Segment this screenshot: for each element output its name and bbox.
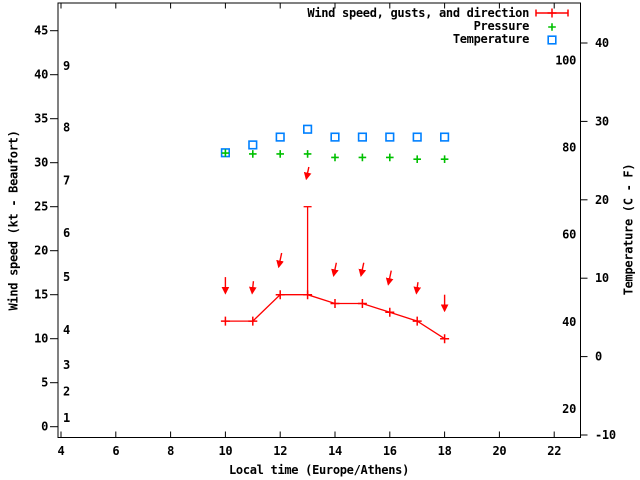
x-tick-label-4: 4	[58, 444, 65, 458]
temperature-point-16	[385, 132, 395, 142]
wind-direction-arrow-16	[385, 270, 394, 286]
pressure-point-12	[276, 150, 284, 158]
legend-glyph-temperature	[547, 35, 557, 45]
y-label-beaufort-8: 8	[63, 121, 70, 135]
temperature-point-13	[302, 124, 313, 134]
legend-label-pressure: Pressure	[473, 19, 530, 33]
x-tick-label-8: 8	[167, 444, 174, 458]
pressure-point-10	[221, 149, 230, 157]
y-tick-label-kt-0: 0	[41, 420, 48, 434]
wind-point-12	[275, 290, 285, 300]
y-label-beaufort-3: 3	[63, 358, 70, 372]
legend-label-temperature: Temperature	[452, 32, 529, 46]
pressure-point-11	[249, 150, 257, 158]
temperature-point-11	[248, 140, 258, 150]
x-tick-label-6: 6	[112, 444, 119, 458]
y-tick-label-c-40: 40	[595, 36, 609, 50]
temperature-point-14	[330, 132, 340, 142]
y-tick-label-c-0: 0	[595, 350, 602, 364]
legend-glyph-pressure	[548, 23, 556, 31]
wind-direction-arrow-13	[303, 166, 312, 181]
wind-point-10	[220, 316, 230, 326]
y-tick-label-kt-5: 5	[41, 376, 48, 390]
temperature-point-15	[357, 132, 368, 142]
y-tick-label-kt-45: 45	[34, 24, 48, 38]
pressure-point-18	[440, 155, 449, 163]
y-tick-label-kt-30: 30	[34, 156, 48, 170]
pressure-point-17	[413, 155, 421, 163]
x-axis-title: Local time (Europe/Athens)	[228, 463, 410, 477]
legend-label-wind: Wind speed, gusts, and direction	[307, 6, 529, 20]
y-label-f-100: 100	[555, 53, 576, 67]
x-tick-label-16: 16	[383, 444, 397, 458]
wind-point-16	[385, 307, 395, 317]
wind-direction-arrow-12	[276, 252, 284, 269]
y-tick-label-kt-35: 35	[34, 112, 48, 126]
wind-point-14	[330, 299, 340, 308]
y-tick-label-kt-15: 15	[34, 288, 48, 302]
wind-point-15	[357, 299, 367, 308]
x-tick-label-22: 22	[547, 444, 561, 458]
y-label-beaufort-5: 5	[63, 270, 70, 284]
y-tick-label-c--10: -10	[595, 428, 616, 442]
y-tick-label-c-30: 30	[595, 114, 609, 128]
y-label-f-60: 60	[562, 228, 576, 242]
wind-point-17	[412, 316, 422, 326]
x-tick-label-12: 12	[273, 444, 287, 458]
wind-point-11	[248, 316, 258, 326]
y-label-f-80: 80	[562, 141, 576, 155]
wind-direction-arrow-14	[331, 262, 339, 278]
pressure-point-14	[331, 153, 339, 162]
plot-border	[57, 2, 581, 438]
temperature-point-18	[439, 132, 450, 142]
x-tick-label-14: 14	[328, 444, 342, 458]
y-label-beaufort-4: 4	[63, 323, 70, 337]
y-axis-title-left: Wind speed (kt - Beaufort)	[6, 130, 21, 311]
wind-point-18	[440, 334, 450, 344]
pressure-point-15	[358, 153, 367, 162]
y-axis-title-right: Temperature (C - F)	[621, 163, 636, 296]
y-label-beaufort-7: 7	[63, 173, 70, 187]
x-tick-label-10: 10	[218, 444, 232, 458]
y-tick-label-kt-10: 10	[34, 332, 48, 346]
y-tick-label-c-20: 20	[595, 193, 609, 207]
wind-direction-arrow-15	[358, 262, 367, 278]
wind-direction-arrow-17	[413, 282, 422, 295]
wind-direction-arrow-11	[248, 281, 257, 295]
y-label-f-40: 40	[562, 315, 576, 329]
x-tick-label-20: 20	[492, 444, 506, 458]
temperature-point-12	[275, 132, 285, 142]
wind-point-13	[303, 290, 313, 300]
y-label-beaufort-9: 9	[63, 59, 70, 73]
y-label-f-20: 20	[562, 402, 576, 416]
temperature-point-17	[412, 132, 422, 142]
y-tick-label-kt-40: 40	[34, 68, 48, 82]
y-label-beaufort-6: 6	[63, 226, 70, 240]
x-tick-label-18: 18	[438, 444, 452, 458]
y-tick-label-kt-25: 25	[34, 200, 48, 214]
y-tick-label-c-10: 10	[595, 271, 609, 285]
pressure-point-13	[303, 150, 312, 158]
y-tick-label-kt-20: 20	[34, 244, 48, 258]
y-label-beaufort-1: 1	[63, 411, 70, 425]
pressure-point-16	[386, 153, 394, 162]
y-label-beaufort-2: 2	[63, 385, 70, 399]
legend-glyph-wind-plus	[547, 8, 557, 18]
